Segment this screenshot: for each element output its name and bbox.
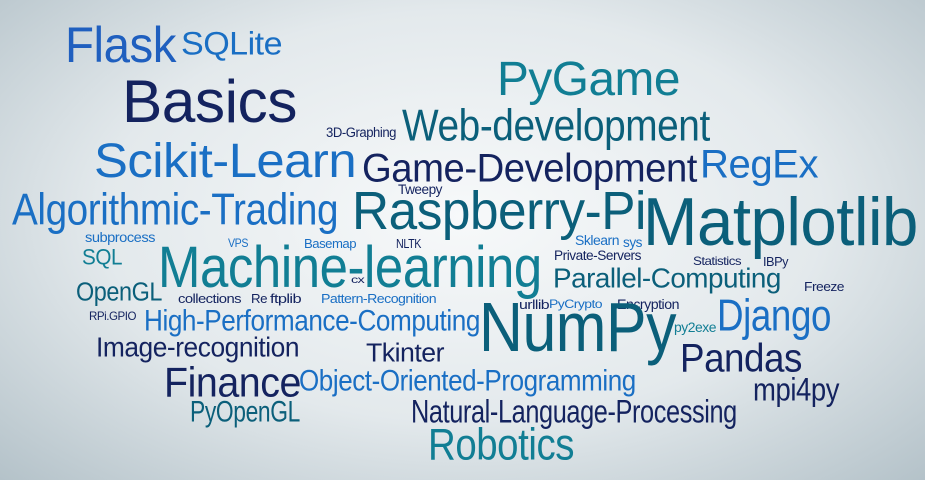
word-py2exe: py2exe — [674, 320, 716, 336]
word-high-performance-computing: High-Performance-Computing — [144, 304, 480, 338]
word-rpi-gpio: RPi.GPIO — [89, 309, 136, 323]
word-encryption: Encryption — [617, 297, 679, 313]
word-3d-graphing: 3D-Graphing — [326, 125, 397, 141]
word-opengl: OpenGL — [76, 277, 162, 307]
word-game-development: Game-Development — [362, 145, 697, 191]
word-robotics: Robotics — [428, 419, 575, 470]
word-pandas: Pandas — [680, 335, 802, 381]
word-pycrypto: PyCrypto — [549, 297, 603, 311]
word-cx: cx — [351, 275, 365, 286]
word-statistics: Statistics — [693, 254, 742, 268]
word-sklearn: Sklearn — [575, 233, 620, 249]
word-tkinter: Tkinter — [366, 338, 445, 368]
word-pygame: PyGame — [497, 53, 680, 107]
word-machine-learning: Machine-learning — [158, 234, 542, 300]
word-numpy: NumPy — [479, 288, 677, 367]
word-django: Django — [717, 290, 832, 341]
word-matplotlib: Matplotlib — [643, 183, 918, 260]
word-scikit-learn: Scikit-Learn — [94, 135, 357, 189]
word-flask: Flask — [65, 17, 177, 73]
word-mpi4py: mpi4py — [753, 371, 840, 408]
word-ibpy: IBPy — [763, 254, 788, 269]
word-vps: VPS — [228, 236, 248, 250]
word-algorithmic-trading: Algorithmic-Trading — [12, 184, 339, 235]
word-nltk: NLTK — [396, 236, 421, 251]
word-regex: RegEx — [700, 141, 819, 187]
word-pattern-recognition: Pattern-Recognition — [321, 291, 437, 306]
word-basemap: Basemap — [304, 236, 357, 251]
word-natural-language-processing: Natural-Language-Processing — [411, 393, 737, 430]
word-freeze: Freeze — [804, 279, 845, 294]
word-tweepy: Tweepy — [398, 182, 443, 198]
word-subprocess: subprocess — [85, 230, 156, 246]
word-sqlite: SQLite — [181, 25, 283, 62]
word-finance: Finance — [164, 359, 301, 407]
word-re: Re — [251, 291, 268, 306]
word-pyopengl: PyOpenGL — [190, 395, 300, 429]
word-parallel-computing: Parallel-Computing — [553, 263, 781, 295]
word-basics: Basics — [122, 68, 297, 135]
word-image-recognition: Image-recognition — [96, 332, 300, 364]
word-raspberry-pi: Raspberry-Pi — [352, 180, 646, 241]
word-object-oriented-programming: Object-Oriented-Programming — [299, 364, 636, 398]
word-ftplib: ftplib — [270, 291, 302, 306]
word-sql: SQL — [82, 245, 123, 270]
word-sys: sys — [623, 235, 642, 251]
word-collections: collections — [178, 291, 242, 306]
word-urllib: urllib — [519, 297, 550, 312]
word-web-development: Web-development — [402, 100, 710, 151]
word-private-servers: Private-Servers — [554, 248, 641, 264]
